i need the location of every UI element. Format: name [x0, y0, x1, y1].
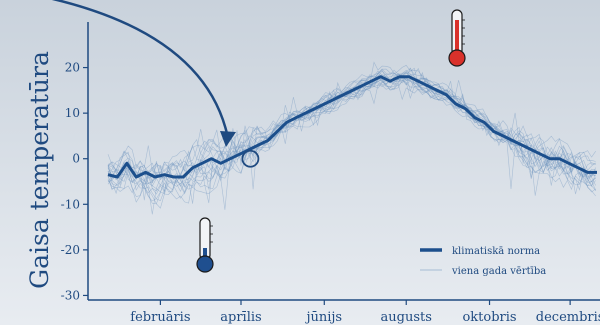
y-tick-label: 20 [65, 61, 80, 75]
thermometer-cold-icon [196, 217, 214, 273]
y-tick-label: -20 [61, 243, 80, 257]
norm-line-group [107, 75, 597, 179]
y-tick-label: 0 [72, 152, 80, 166]
legend-label-year: viena gada vērtība [451, 266, 546, 277]
norm-line [107, 75, 597, 179]
y-ticks: 20 10 0 -10 -20 -30 [61, 61, 88, 302]
legend-label-norm: klimatiskā norma [452, 246, 540, 257]
x-tick-label: aprīlis [220, 310, 261, 325]
year-line [107, 76, 596, 199]
x-tick-label: decembris [536, 310, 600, 325]
thermometer-hot-icon [448, 9, 466, 67]
x-tick-label: augusts [381, 310, 432, 325]
year-line [107, 74, 596, 187]
year-line [107, 72, 596, 209]
year-line [107, 61, 596, 194]
year-line [107, 70, 596, 191]
y-axis-label: Gaisa temperatūra [25, 51, 54, 289]
curved-arrow-pointer [51, 0, 230, 139]
x-tick-label: februāris [130, 310, 190, 325]
annotation-circle [241, 149, 260, 168]
legend: klimatiskā norma viena gada vērtība [420, 246, 546, 277]
y-tick-label: -10 [61, 197, 80, 211]
arrow-head [220, 131, 236, 147]
year-line [107, 75, 596, 195]
y-tick-label: -30 [61, 288, 80, 302]
year-line [107, 64, 596, 191]
x-ticks: februāris aprīlis jūnijs augusts oktobris dec… [130, 300, 600, 325]
y-tick-label: 10 [65, 106, 80, 120]
year-line [107, 77, 596, 203]
year-line [107, 71, 596, 210]
year-line [107, 68, 596, 204]
x-tick-label: jūnijs [304, 310, 342, 325]
year-line [107, 69, 596, 195]
x-tick-label: oktobris [462, 310, 516, 325]
